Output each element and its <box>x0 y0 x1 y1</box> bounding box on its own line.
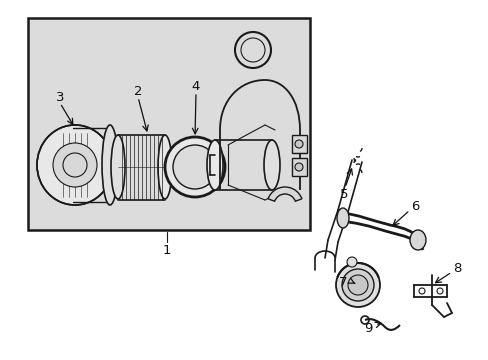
Ellipse shape <box>409 230 425 250</box>
Circle shape <box>341 269 373 301</box>
Text: 6: 6 <box>410 199 418 212</box>
Bar <box>291 158 306 176</box>
Text: 3: 3 <box>56 90 64 104</box>
Circle shape <box>164 137 224 197</box>
Ellipse shape <box>336 208 348 228</box>
Circle shape <box>294 140 303 148</box>
Text: 5: 5 <box>339 188 347 201</box>
Circle shape <box>235 32 270 68</box>
Text: 4: 4 <box>191 80 200 93</box>
Ellipse shape <box>102 125 118 205</box>
Text: 1: 1 <box>163 243 171 257</box>
Text: 9: 9 <box>363 321 371 334</box>
Bar <box>291 135 306 153</box>
Ellipse shape <box>158 135 172 199</box>
Text: 7: 7 <box>338 276 346 289</box>
Circle shape <box>347 275 367 295</box>
Text: 2: 2 <box>134 85 142 98</box>
Circle shape <box>241 38 264 62</box>
Circle shape <box>53 143 97 187</box>
Ellipse shape <box>264 140 280 190</box>
Ellipse shape <box>206 140 223 190</box>
Text: 8: 8 <box>452 261 460 274</box>
Circle shape <box>173 145 217 189</box>
Wedge shape <box>267 187 301 201</box>
Circle shape <box>335 263 379 307</box>
Ellipse shape <box>111 135 125 199</box>
Circle shape <box>294 163 303 171</box>
Ellipse shape <box>37 125 113 205</box>
Bar <box>28 18 309 230</box>
Circle shape <box>346 257 356 267</box>
